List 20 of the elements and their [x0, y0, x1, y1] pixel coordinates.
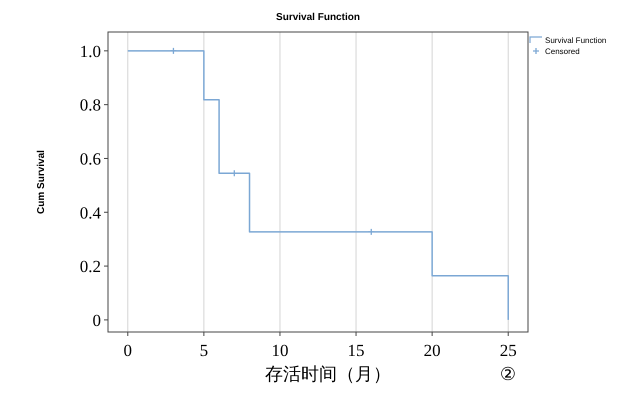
y-tick-label: 1.0 [80, 42, 101, 61]
y-tick-label: 0.6 [80, 149, 101, 168]
y-tick-label: 0.8 [80, 96, 101, 115]
x-tick-label: 25 [500, 341, 517, 360]
legend-label: Survival Function [545, 36, 606, 45]
x-tick-label: 0 [124, 341, 132, 360]
legend-label: Censored [545, 47, 580, 56]
y-tick-label: 0 [92, 310, 101, 330]
x-axis-title: 存活时间（月） [265, 364, 391, 384]
x-tick-label: 15 [348, 341, 365, 360]
y-axis-title: Cum Survival [36, 150, 47, 214]
chart-title: Survival Function [276, 12, 360, 23]
text: ② [500, 364, 516, 385]
x-tick-label: 10 [271, 341, 288, 360]
point [170, 47, 178, 54]
point [368, 228, 375, 236]
y-tick-label: 0.4 [80, 203, 102, 222]
y-tick-label: 0.2 [80, 257, 101, 276]
x-tick-label: 5 [200, 341, 208, 360]
x-tick-label: 20 [424, 341, 441, 360]
